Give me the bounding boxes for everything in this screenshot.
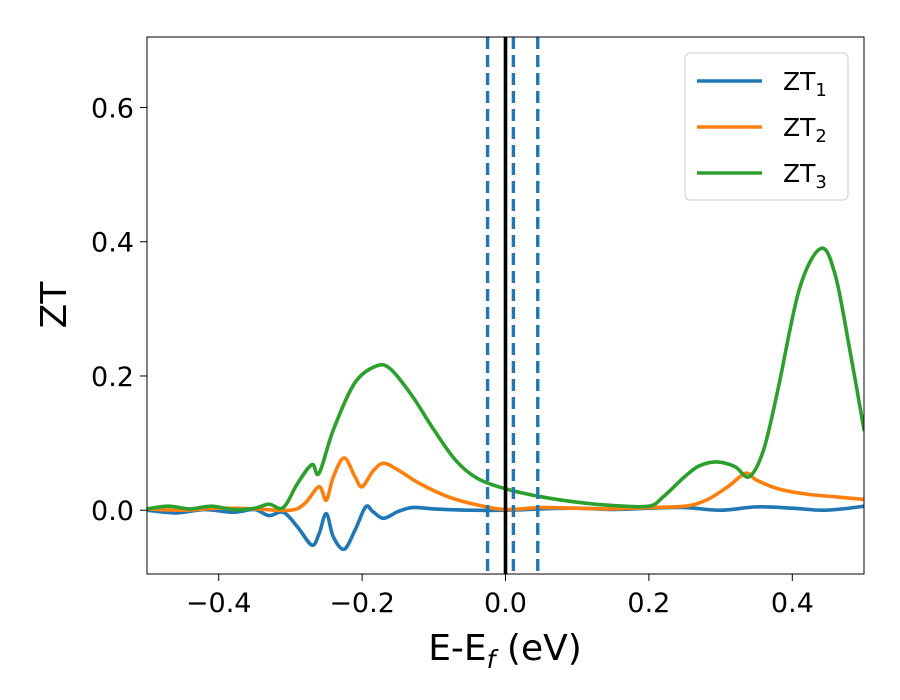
legend-label-zt3: ZT3: [783, 159, 827, 193]
y-axis: 0.0 0.2 0.4 0.6: [91, 93, 147, 527]
x-tick-label: −0.4: [186, 588, 252, 619]
series-line-zt3: [147, 246, 864, 512]
x-tick-label: −0.2: [329, 588, 395, 619]
x-axis: −0.4 −0.2 0.0 0.2 0.4: [186, 574, 814, 619]
legend-label-zt2: ZT2: [783, 113, 827, 147]
y-axis-title: ZT: [34, 281, 75, 329]
plot-area: [147, 37, 864, 574]
x-tick-label: 0.4: [771, 588, 814, 619]
y-tick-label: 0.4: [91, 228, 134, 259]
series-line-zt1: [147, 504, 864, 552]
y-tick-label: 0.6: [91, 93, 134, 124]
x-tick-label: 0.0: [484, 588, 527, 619]
legend-box: [684, 52, 849, 201]
x-axis-title: E-Ef (eV): [428, 628, 582, 674]
y-tick-label: 0.0: [91, 496, 134, 527]
legend: ZT1 ZT2 ZT3: [684, 52, 849, 201]
x-tick-label: 0.2: [627, 588, 670, 619]
y-tick-label: 0.2: [91, 362, 134, 393]
legend-label-zt1: ZT1: [783, 67, 827, 101]
